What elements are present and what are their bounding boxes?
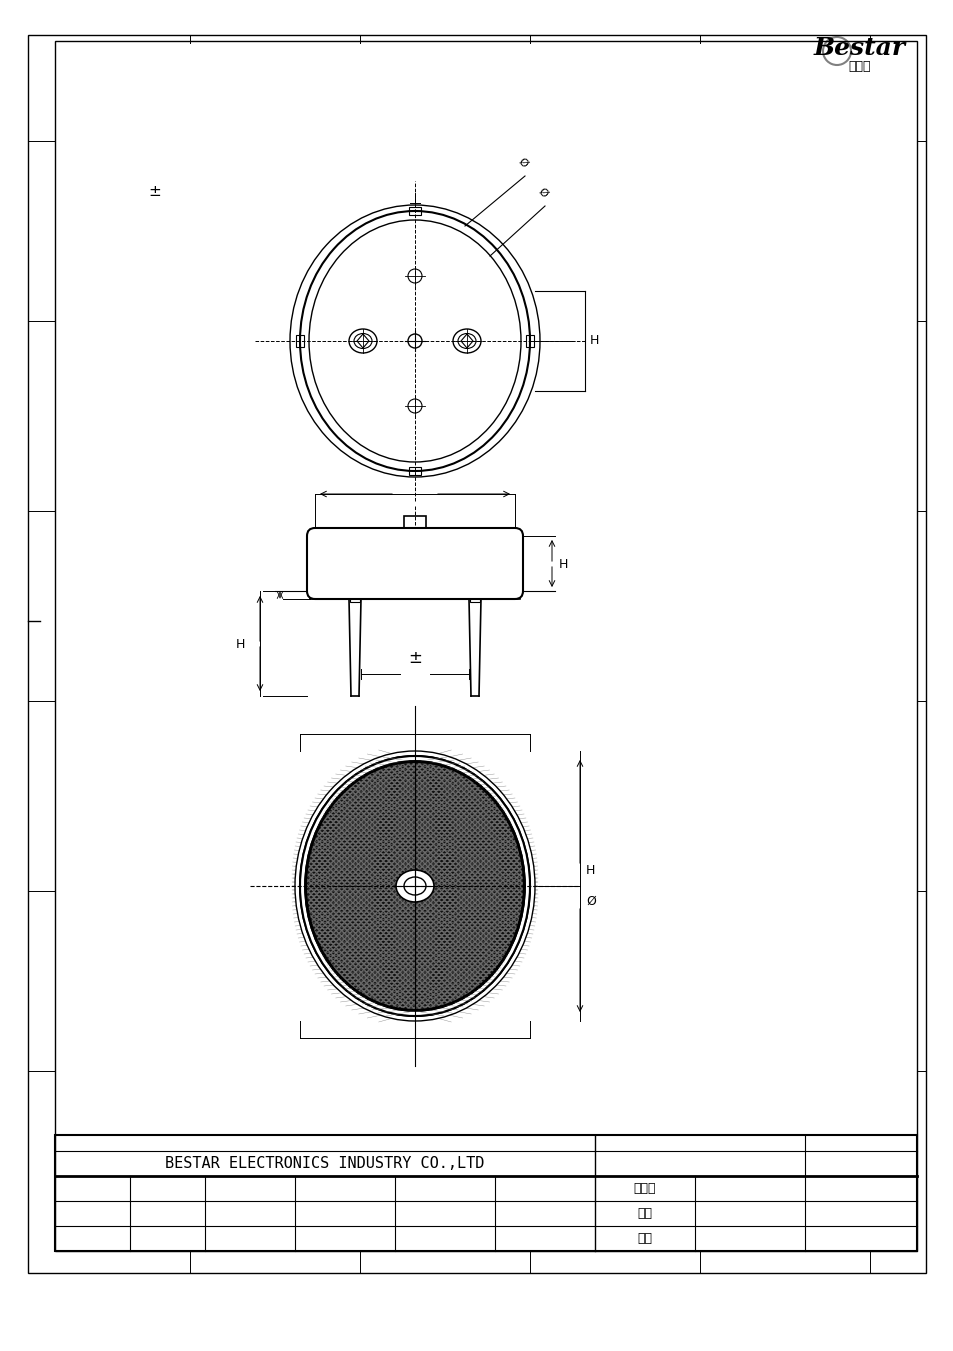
Ellipse shape (305, 761, 524, 1011)
Bar (55, 1135, 916, 1251)
Text: H: H (589, 335, 598, 347)
Text: ±: ± (149, 184, 161, 199)
Bar (409, 467, 420, 476)
Bar (295, 335, 304, 347)
Ellipse shape (305, 761, 524, 1011)
Text: Ø: Ø (585, 894, 596, 908)
Text: Ø: Ø (516, 157, 529, 170)
Ellipse shape (306, 762, 523, 1011)
Text: Ø: Ø (536, 186, 549, 200)
Ellipse shape (306, 762, 523, 1011)
Ellipse shape (294, 751, 535, 1021)
Ellipse shape (299, 757, 530, 1016)
Text: H: H (585, 865, 595, 878)
Ellipse shape (299, 757, 530, 1016)
Bar (310, 590, 519, 598)
Ellipse shape (395, 870, 434, 902)
Text: 李红元: 李红元 (633, 1182, 656, 1196)
Text: 赵匐: 赵匐 (637, 1232, 652, 1246)
Bar (55, 41, 916, 1251)
Text: H: H (235, 638, 245, 650)
Text: 那俣: 那俣 (637, 1206, 652, 1220)
Bar (470, 596, 479, 603)
Text: BESTAR ELECTRONICS INDUSTRY CO.,LTD: BESTAR ELECTRONICS INDUSTRY CO.,LTD (165, 1156, 484, 1171)
FancyBboxPatch shape (307, 528, 522, 598)
Bar (403, 516, 426, 530)
Bar (350, 596, 359, 603)
Text: ±: ± (408, 648, 421, 667)
Text: H: H (558, 558, 568, 570)
Text: Bestar: Bestar (813, 36, 905, 59)
Bar (525, 335, 534, 347)
Text: 博士达: 博士达 (848, 59, 870, 73)
Ellipse shape (305, 761, 524, 1011)
Bar (409, 207, 420, 215)
